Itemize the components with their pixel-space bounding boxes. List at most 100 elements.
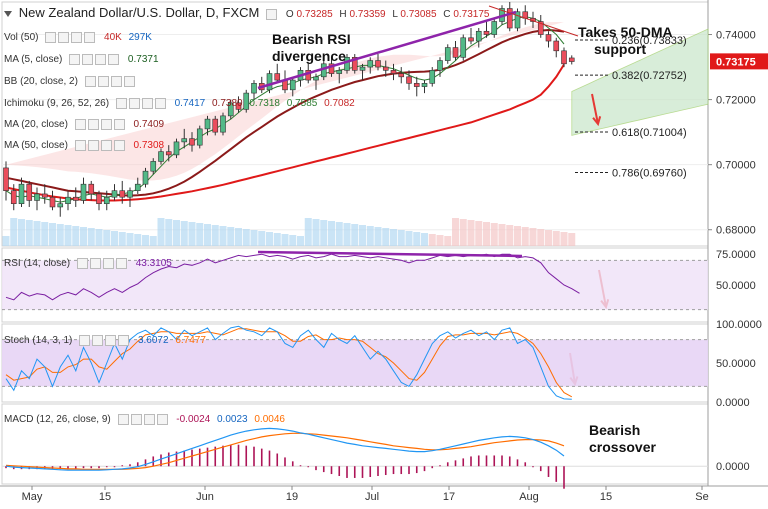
macd-hist-bar <box>214 446 217 467</box>
candle-body <box>514 11 521 29</box>
fib-level-label: 0.382(0.72752) <box>612 70 687 82</box>
candle-body <box>96 193 102 205</box>
volume-bar <box>537 229 545 246</box>
macd-hist-bar <box>384 466 387 476</box>
macd-hist-bar <box>485 455 488 467</box>
volume-bar <box>118 232 126 246</box>
candles <box>3 2 575 217</box>
candle-body <box>452 47 459 58</box>
legend-macd: MACD (12, 26, close, 9) -0.0024 0.0023 0… <box>4 414 285 425</box>
macd-hist-bar <box>237 444 240 467</box>
macd-hist-bar <box>361 466 364 478</box>
macd-hist-bar <box>82 466 85 469</box>
volume-bar <box>126 233 134 246</box>
fib-level-label: 0.618(0.71004) <box>612 127 687 139</box>
legend-ma5: MA (5, close) 0.7371 <box>4 54 159 65</box>
stoch-buttons[interactable] <box>79 335 131 346</box>
ichimoku-buttons[interactable] <box>115 98 168 109</box>
macd-line <box>5 427 565 471</box>
macd-hist-bar <box>423 466 426 472</box>
volume-bar <box>343 223 351 246</box>
candle-body <box>537 21 544 35</box>
candle-body <box>251 83 257 94</box>
volume-bar <box>560 232 568 246</box>
candle-body <box>491 21 498 35</box>
macd-hist-bar <box>408 466 410 475</box>
vol-value-2: 297K <box>128 32 152 44</box>
candle-body <box>506 8 513 29</box>
ichimoku-cloud <box>6 22 564 181</box>
volume-bar <box>103 230 111 246</box>
macd-hist-bar <box>330 466 333 475</box>
vol-buttons[interactable] <box>45 32 97 43</box>
volume-bar <box>235 228 242 246</box>
macd-hist-bar <box>175 451 178 467</box>
candle-body <box>437 60 443 71</box>
candle-body <box>204 118 211 130</box>
macd-hist-bar <box>198 448 201 467</box>
macd-buttons[interactable] <box>117 414 170 425</box>
macd-hist-bar <box>493 455 496 467</box>
macd-hist-bar <box>322 466 325 473</box>
ma20-label: MA (20, close) <box>4 119 68 131</box>
fib-level-label: 0.786(0.69760) <box>612 167 687 179</box>
price-tick-label: 0.70000 <box>716 160 756 172</box>
macd-hist-bar <box>470 456 472 467</box>
ma20-buttons[interactable] <box>74 119 127 130</box>
time-tick-label: 15 <box>99 491 111 503</box>
volume-bar <box>467 220 475 246</box>
time-tick-label: 19 <box>286 491 298 503</box>
candle-body <box>235 102 242 110</box>
candle-body <box>181 138 188 143</box>
time-tick-label: Jun <box>196 491 214 503</box>
candle-body <box>359 66 366 71</box>
macd-hist-bar <box>454 460 457 467</box>
legend-rsi: RSI (14, close) 43.3105 <box>4 258 172 269</box>
volume-bar <box>157 218 165 246</box>
ma50-buttons[interactable] <box>74 140 127 151</box>
candle-body <box>65 196 71 205</box>
volume-bar <box>266 232 273 246</box>
volume-bar <box>452 218 459 246</box>
collapse-icon[interactable] <box>4 11 12 18</box>
stoch-label: Stoch (14, 3, 1) <box>4 335 73 347</box>
candle-body <box>142 170 149 185</box>
macd-hist-bar <box>59 466 62 470</box>
rsi-buttons[interactable] <box>76 258 129 269</box>
volume-bar <box>18 219 25 246</box>
ma50-value: 0.7308 <box>133 140 165 152</box>
ma5-value: 0.7371 <box>127 54 159 66</box>
volume-bar <box>87 228 95 246</box>
macd-hist-bar <box>392 466 395 475</box>
high-value: 0.73359 <box>349 9 386 20</box>
candle-body <box>390 70 397 74</box>
macd-hist-bar <box>377 466 379 476</box>
ichimoku-cloud-projected <box>571 28 709 136</box>
ma5-buttons[interactable] <box>69 54 121 65</box>
macd-hist-bar <box>501 455 503 467</box>
volume-bar <box>289 235 297 246</box>
bb-buttons[interactable] <box>84 76 137 87</box>
candle-body <box>367 60 374 68</box>
candle-body <box>3 167 9 191</box>
title-buttons[interactable] <box>266 8 279 20</box>
volume-bar <box>483 222 490 246</box>
volume-bar <box>10 218 18 246</box>
volume-bar <box>33 221 41 246</box>
legend-title: New Zealand Dollar/U.S. Dollar, D, FXCM … <box>4 5 489 20</box>
volume-bar <box>134 234 142 246</box>
candle-body <box>72 196 79 201</box>
legend-ichimoku: Ichimoku (9, 26, 52, 26) 0.7417 0.7380 0… <box>4 98 355 110</box>
candle-body <box>274 73 281 81</box>
macd-hist-bar <box>129 464 131 467</box>
macd-hist-bar <box>253 446 255 467</box>
volume-bar <box>413 232 421 246</box>
volume-bar <box>258 231 266 246</box>
stoch-tick-label: 0.0000 <box>716 397 750 409</box>
ma20-value: 0.7409 <box>133 119 165 131</box>
macd-hist-bar <box>446 462 449 467</box>
stoch-k-value: 3.6072 <box>137 335 169 347</box>
candle-body <box>49 196 56 208</box>
settings-icon[interactable] <box>266 8 278 20</box>
annotation-bearish-crossover: Bearish crossover <box>589 422 656 455</box>
